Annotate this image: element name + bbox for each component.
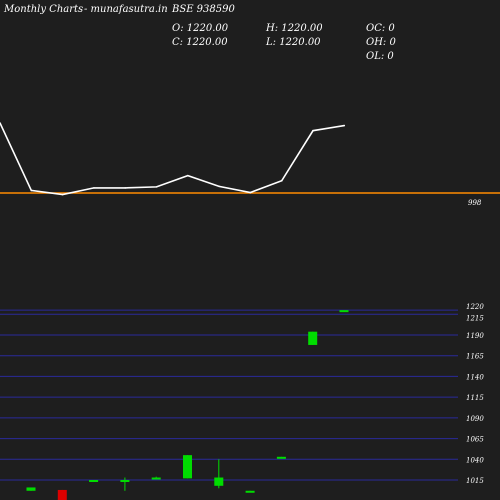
- line-point-6: [155, 186, 158, 188]
- line-point-7: [187, 174, 189, 177]
- site-label: - munafasutra.in: [84, 4, 168, 15]
- line-point-4: [93, 187, 95, 189]
- high-value: H: 1220.00: [265, 23, 323, 34]
- y-tick-1220: 1220: [466, 303, 484, 311]
- y-tick-1115: 1115: [466, 394, 484, 402]
- line-point-12: [343, 124, 346, 127]
- line-point-3: [61, 193, 64, 196]
- brand-label: Monthly Charts: [3, 4, 83, 15]
- y-tick-1215: 1215: [466, 314, 484, 322]
- line-point-8: [218, 185, 220, 188]
- chart-header: Monthly Charts - munafasutra.in BSE 9385…: [3, 4, 396, 62]
- candle-body-3: [89, 480, 99, 482]
- ol-value: OL: 0: [366, 51, 394, 62]
- candle-body-5: [151, 477, 161, 480]
- candle-body-1: [26, 487, 36, 491]
- candle-body-2: [57, 489, 67, 500]
- line-point-2: [30, 189, 33, 192]
- y-tick-1090: 1090: [466, 415, 484, 423]
- price-line: [0, 122, 345, 196]
- open-value: O: 1220.00: [172, 23, 229, 34]
- reference-line-label: 998: [468, 199, 482, 207]
- y-tick-1190: 1190: [466, 332, 484, 340]
- symbol-label: BSE 938590: [171, 4, 235, 15]
- candle-body-6: [183, 455, 192, 479]
- candle-panel: 1220 1215 1190 1165 1140 1115 1090 1065 1040 1015: [0, 303, 484, 500]
- close-value: C: 1220.00: [172, 37, 228, 48]
- line-point-5: [124, 187, 126, 189]
- candle-body-9: [276, 456, 286, 459]
- candle-body-10: [308, 331, 318, 345]
- candle-body-7: [214, 477, 224, 486]
- line-point-1: [0, 122, 1, 124]
- y-tick-1140: 1140: [466, 373, 484, 381]
- line-point-10: [280, 179, 283, 182]
- candle-body-4: [120, 480, 130, 482]
- y-tick-1040: 1040: [466, 456, 484, 464]
- line-panel: 998: [0, 122, 500, 207]
- y-tick-1015: 1015: [466, 477, 484, 485]
- line-point-11: [312, 129, 314, 132]
- candle-body-11: [339, 310, 349, 313]
- low-value: L: 1220.00: [265, 37, 321, 48]
- candle-body-8: [245, 490, 255, 493]
- y-tick-1165: 1165: [466, 353, 484, 361]
- y-tick-1065: 1065: [466, 436, 484, 444]
- line-point-9: [249, 191, 252, 194]
- oh-value: OH: 0: [366, 37, 396, 48]
- oc-value: OC: 0: [366, 23, 395, 34]
